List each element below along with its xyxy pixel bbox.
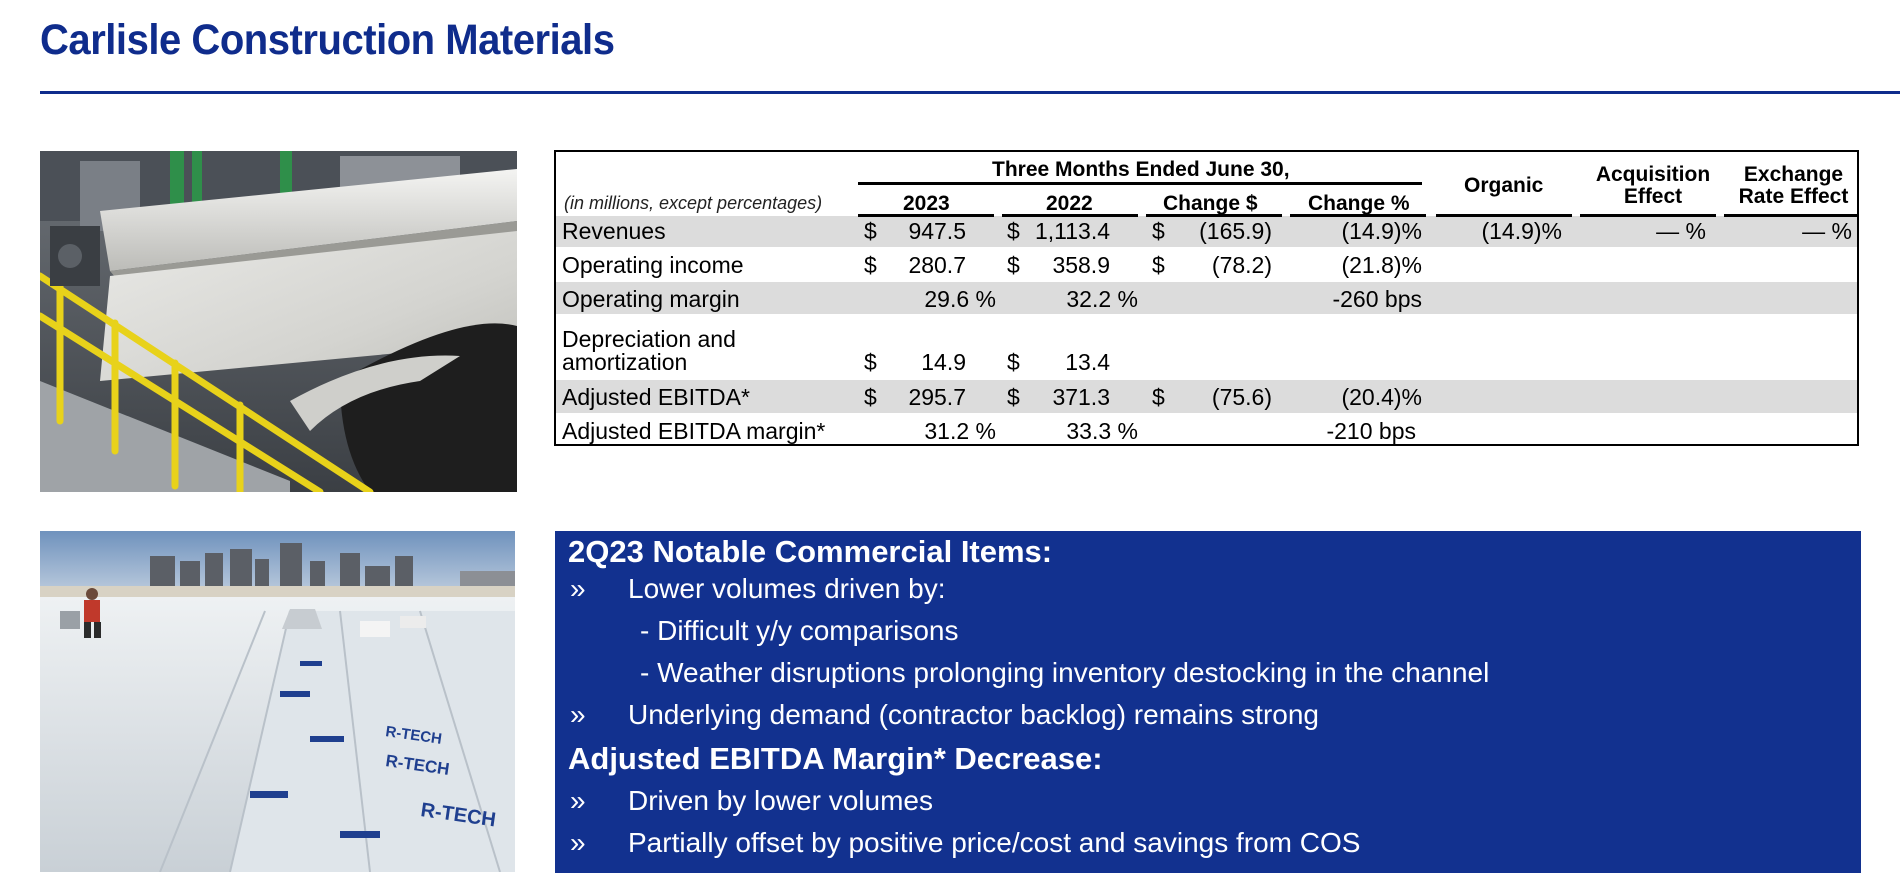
col-header-fx-line2: Rate Effect bbox=[1738, 185, 1849, 208]
operating-margin-2022: 32.2 % bbox=[1066, 286, 1138, 312]
units-note: (in millions, except percentages) bbox=[564, 193, 823, 213]
currency-sign: $ bbox=[1007, 218, 1020, 244]
underline-acquisition bbox=[1580, 214, 1716, 217]
row-label-operating-margin: Operating margin bbox=[562, 286, 740, 312]
operating-income-2022: 358.9 bbox=[1052, 252, 1110, 278]
currency-sign: $ bbox=[1152, 218, 1165, 244]
col-header-2022: 2022 bbox=[1046, 192, 1093, 215]
col-header-2023: 2023 bbox=[903, 192, 950, 215]
adjusted-ebitda-change-pct: (20.4)% bbox=[1341, 384, 1422, 410]
currency-sign: $ bbox=[864, 349, 877, 375]
col-header-organic: Organic bbox=[1464, 174, 1544, 197]
row-label-operating-income: Operating income bbox=[562, 252, 744, 278]
currency-sign: $ bbox=[1007, 349, 1020, 375]
currency-sign: $ bbox=[1152, 384, 1165, 410]
adjusted-ebitda-2022: 371.3 bbox=[1052, 384, 1110, 410]
results-table: Three Months Ended June 30, (in millions… bbox=[554, 150, 1859, 446]
revenues-2022: 1,113.4 bbox=[1034, 218, 1110, 244]
operating-margin-change: -260 bps bbox=[1332, 286, 1422, 312]
currency-sign: $ bbox=[1152, 252, 1165, 278]
revenues-organic: (14.9)% bbox=[1481, 218, 1562, 244]
underline-2023 bbox=[858, 214, 994, 217]
commentary-box: 2Q23 Notable Commercial Items: » Lower v… bbox=[555, 531, 1861, 873]
bullet-lower-volumes: Lower volumes driven by: bbox=[628, 573, 946, 604]
underline-2022 bbox=[1002, 214, 1138, 217]
commercial-items-heading: 2Q23 Notable Commercial Items: bbox=[568, 534, 1053, 569]
revenues-change-dollar: (165.9) bbox=[1199, 218, 1272, 244]
membrane-production-photo bbox=[40, 151, 517, 492]
revenues-fx: — % bbox=[1802, 218, 1852, 244]
operating-margin-2023: 29.6 % bbox=[924, 286, 996, 312]
col-header-change-pct: Change % bbox=[1308, 192, 1410, 215]
bullet-glyph: » bbox=[570, 573, 586, 604]
page-title: Carlisle Construction Materials bbox=[40, 16, 615, 64]
currency-sign: $ bbox=[864, 384, 877, 410]
sub-bullet-comparisons: - Difficult y/y comparisons bbox=[640, 615, 959, 646]
row-label-adjusted-ebitda-margin: Adjusted EBITDA margin* bbox=[562, 418, 826, 444]
row-label-adjusted-ebitda: Adjusted EBITDA* bbox=[562, 384, 750, 410]
row-band bbox=[556, 216, 1857, 247]
revenues-2023: 947.5 bbox=[908, 218, 966, 244]
revenues-acquisition: — % bbox=[1656, 218, 1706, 244]
adjusted-ebitda-margin-change: -210 bps bbox=[1326, 418, 1416, 444]
row-label-depreciation-line1: Depreciation and bbox=[562, 326, 736, 352]
row-label-revenues: Revenues bbox=[562, 218, 666, 244]
currency-sign: $ bbox=[864, 218, 877, 244]
depreciation-2022: 13.4 bbox=[1065, 349, 1110, 375]
revenues-change-pct: (14.9)% bbox=[1341, 218, 1422, 244]
underline-fx bbox=[1724, 214, 1858, 217]
adjusted-ebitda-margin-2023: 31.2 % bbox=[924, 418, 996, 444]
margin-decrease-heading: Adjusted EBITDA Margin* Decrease: bbox=[568, 741, 1103, 776]
adjusted-ebitda-change-dollar: (75.6) bbox=[1211, 384, 1272, 410]
row-band bbox=[556, 282, 1857, 314]
adjusted-ebitda-2023: 295.7 bbox=[908, 384, 966, 410]
bullet-partially-offset: Partially offset by positive price/cost … bbox=[628, 827, 1361, 858]
operating-income-2023: 280.7 bbox=[908, 252, 966, 278]
group-header: Three Months Ended June 30, bbox=[992, 158, 1290, 181]
adjusted-ebitda-margin-2022: 33.3 % bbox=[1066, 418, 1138, 444]
installed-roof-photo: R-TECH R-TECH R-TECH bbox=[40, 531, 515, 872]
bullet-lower-volumes-driver: Driven by lower volumes bbox=[628, 785, 933, 816]
operating-income-change-dollar: (78.2) bbox=[1211, 252, 1272, 278]
depreciation-2023: 14.9 bbox=[921, 349, 966, 375]
bullet-underlying-demand: Underlying demand (contractor backlog) r… bbox=[628, 699, 1319, 730]
col-header-acquisition-line1: Acquisition bbox=[1595, 163, 1711, 186]
operating-income-change-pct: (21.8)% bbox=[1341, 252, 1422, 278]
bullet-glyph: » bbox=[570, 827, 586, 858]
bullet-glyph: » bbox=[570, 785, 586, 816]
sub-bullet-weather: - Weather disruptions prolonging invento… bbox=[640, 657, 1490, 688]
r-tech-print: R-TECH R-TECH R-TECH bbox=[384, 723, 497, 831]
row-band bbox=[556, 380, 1857, 413]
row-label-depreciation-line2: amortization bbox=[562, 349, 688, 375]
col-header-fx-line1: Exchange bbox=[1743, 163, 1844, 186]
underline-change-dollar bbox=[1146, 214, 1282, 217]
currency-sign: $ bbox=[1007, 252, 1020, 278]
currency-sign: $ bbox=[1007, 384, 1020, 410]
bullet-glyph: » bbox=[570, 699, 586, 730]
col-header-acquisition-line2: Effect bbox=[1623, 185, 1683, 208]
underline-organic bbox=[1436, 214, 1572, 217]
underline-change-pct bbox=[1290, 214, 1426, 217]
title-divider bbox=[40, 91, 1900, 94]
group-header-underline bbox=[858, 182, 1422, 185]
col-header-change-dollar: Change $ bbox=[1163, 192, 1258, 215]
currency-sign: $ bbox=[864, 252, 877, 278]
